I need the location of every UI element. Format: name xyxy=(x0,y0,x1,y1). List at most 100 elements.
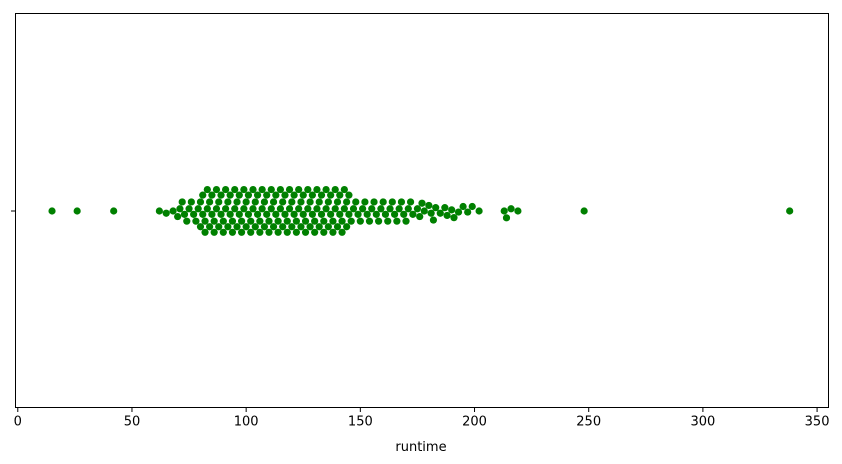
data-point xyxy=(247,228,255,236)
data-point xyxy=(258,185,266,194)
data-point xyxy=(240,185,248,194)
x-axis-label: runtime xyxy=(395,440,446,455)
data-point xyxy=(304,205,312,213)
data-point xyxy=(288,223,296,231)
data-point xyxy=(279,223,287,231)
data-point xyxy=(256,217,264,225)
data-point xyxy=(201,228,209,236)
data-point xyxy=(190,210,198,218)
data-point xyxy=(368,205,376,213)
data-point xyxy=(363,210,371,218)
data-point xyxy=(409,210,417,218)
data-point xyxy=(443,211,451,220)
data-point xyxy=(333,223,342,231)
data-point xyxy=(169,207,177,215)
data-point xyxy=(228,228,237,236)
data-point xyxy=(507,205,515,213)
data-point xyxy=(274,228,282,236)
data-point xyxy=(279,198,287,206)
data-point xyxy=(416,212,424,221)
data-point xyxy=(308,210,316,218)
data-point xyxy=(231,205,239,213)
data-point xyxy=(260,198,269,206)
data-point xyxy=(418,199,426,207)
data-point xyxy=(500,207,508,215)
data-point xyxy=(272,191,280,199)
x-axis-ticks: 0 50 100 150 200 250 300 350 xyxy=(14,407,830,430)
data-point xyxy=(340,185,348,194)
data-point xyxy=(281,210,289,218)
data-point xyxy=(329,217,337,225)
data-point xyxy=(155,207,163,215)
data-point xyxy=(265,228,273,236)
data-point xyxy=(185,205,193,213)
data-point xyxy=(372,210,380,218)
data-point xyxy=(253,191,262,199)
data-point xyxy=(283,228,291,236)
data-point xyxy=(203,185,211,194)
data-point xyxy=(317,210,326,218)
data-point xyxy=(356,217,364,225)
data-point xyxy=(222,205,230,213)
data-point xyxy=(180,210,189,218)
data-point xyxy=(274,217,282,225)
data-point xyxy=(317,191,326,199)
data-point xyxy=(235,191,243,199)
data-point xyxy=(237,217,246,225)
data-point xyxy=(338,228,346,236)
data-point xyxy=(514,207,522,215)
data-point xyxy=(464,208,472,216)
data-point xyxy=(224,223,232,231)
data-point xyxy=(338,217,346,225)
data-point xyxy=(315,223,323,231)
data-point xyxy=(349,205,358,213)
x-tick-label: 150 xyxy=(348,415,373,430)
data-point xyxy=(377,205,385,213)
data-point xyxy=(295,205,303,213)
data-point xyxy=(276,185,285,194)
data-point xyxy=(224,198,232,206)
data-point xyxy=(235,210,243,218)
data-point xyxy=(267,205,275,213)
data-point xyxy=(292,217,300,225)
data-point xyxy=(233,223,241,231)
data-point xyxy=(313,185,321,194)
data-point xyxy=(192,217,200,225)
data-point xyxy=(331,185,339,194)
data-point xyxy=(281,191,289,199)
data-point xyxy=(320,228,328,236)
data-point xyxy=(183,217,191,225)
data-point xyxy=(301,228,310,236)
data-point xyxy=(276,205,285,213)
x-tick-label: 350 xyxy=(805,415,830,430)
data-point xyxy=(397,198,406,206)
data-point xyxy=(393,217,401,225)
data-point xyxy=(313,205,321,213)
data-point xyxy=(304,185,312,194)
data-point xyxy=(249,185,257,194)
data-point xyxy=(404,205,412,213)
data-point xyxy=(375,217,383,225)
data-point xyxy=(420,207,428,215)
data-point xyxy=(429,216,438,224)
data-point xyxy=(390,210,399,218)
data-point xyxy=(212,205,221,213)
data-point xyxy=(251,223,259,231)
data-point xyxy=(395,205,403,213)
data-point xyxy=(580,207,588,215)
data-point xyxy=(352,198,360,206)
x-tick-label: 100 xyxy=(234,415,259,430)
data-point xyxy=(340,205,348,213)
data-point xyxy=(215,198,223,206)
data-point xyxy=(475,207,483,215)
data-point xyxy=(381,210,390,218)
data-point xyxy=(242,198,250,206)
data-point xyxy=(251,198,259,206)
data-point xyxy=(343,223,351,231)
data-point xyxy=(297,198,305,206)
data-point xyxy=(290,191,298,199)
data-point xyxy=(187,198,195,206)
data-point xyxy=(203,205,211,213)
data-point xyxy=(441,204,449,212)
